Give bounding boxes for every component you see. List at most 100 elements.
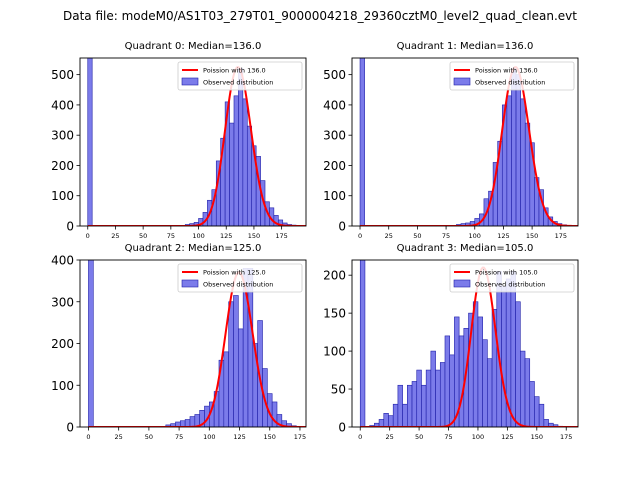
x-tick-label: 0 <box>358 232 362 240</box>
hist-bar <box>246 125 253 226</box>
poisson-curve <box>360 66 578 226</box>
hist-bar <box>233 95 239 226</box>
hist-bar <box>184 419 191 427</box>
x-tick-label: 150 <box>531 433 543 441</box>
y-tick-label: 300 <box>51 129 74 143</box>
y-tick-label: 100 <box>323 345 346 359</box>
hist-bar <box>529 381 535 427</box>
x-tick-label: 50 <box>139 232 147 240</box>
y-tick-label: 400 <box>323 98 346 112</box>
y-tick-label: 500 <box>51 68 74 82</box>
hist-bar <box>392 403 399 427</box>
hist-bar <box>411 381 418 427</box>
hist-bar <box>87 58 93 226</box>
hist-bar <box>238 328 244 427</box>
axes-frame <box>351 259 579 428</box>
hist-bar <box>378 419 385 427</box>
legend: Poission with 125.0 Observed distribution <box>177 263 303 293</box>
legend-line-label: Poission with 136.0 <box>475 67 538 75</box>
quadrant-0-chart: 0 25 50 75 100 125 150 175 0 100 200 300 400 500 Quadr… <box>51 41 307 240</box>
x-tick-label: 150 <box>526 232 538 240</box>
hist-bar <box>444 335 450 427</box>
x-tick-label: 50 <box>415 433 423 441</box>
x-tick-label: 125 <box>501 433 513 441</box>
quadrant-2-chart: 0 25 50 75 100 125 150 175 0 100 200 300 400 Quadrant… <box>51 243 307 441</box>
x-tick-label: 175 <box>560 433 572 441</box>
quadrant-title: Quadrant 0: Median=136.0 <box>125 41 262 52</box>
x-tick-label: 100 <box>469 232 481 240</box>
y-tick-label: 0 <box>66 220 74 234</box>
x-tick-label: 175 <box>275 232 287 240</box>
poisson-curve <box>88 271 306 427</box>
x-tick-label: 100 <box>472 433 484 441</box>
hist-bar <box>515 74 521 226</box>
y-tick-label: 400 <box>51 254 74 268</box>
quadrant-1-chart: 0 25 50 75 100 125 150 175 0 100 200 300 400 500 Quadr… <box>323 41 579 240</box>
x-tick-label: 25 <box>385 232 393 240</box>
y-tick-label: 200 <box>51 159 74 173</box>
x-tick-label: 150 <box>264 433 276 441</box>
hist-bar <box>510 271 516 427</box>
hist-bar <box>189 416 196 427</box>
legend-line-label: Poission with 105.0 <box>475 269 538 277</box>
y-tick-label: 300 <box>323 129 346 143</box>
quadrant-title: Quadrant 1: Median=136.0 <box>397 41 534 52</box>
x-tick-label: 125 <box>220 232 232 240</box>
x-tick-label: 175 <box>555 232 567 240</box>
hist-bar <box>383 413 389 427</box>
hist-bar <box>416 369 422 427</box>
hist-bar <box>359 260 366 427</box>
hist-bar <box>472 301 479 427</box>
quadrant-title: Quadrant 2: Median=125.0 <box>125 243 262 254</box>
hist-bar <box>223 351 229 427</box>
y-tick-label: 50 <box>331 383 346 397</box>
hist-bar <box>477 316 483 427</box>
legend-bar-swatch <box>181 77 199 86</box>
y-tick-label: 150 <box>323 307 346 321</box>
hist-bar <box>229 122 235 226</box>
x-tick-label: 75 <box>444 433 452 441</box>
legend-bar-swatch <box>453 279 471 288</box>
y-tick-label: 200 <box>323 159 346 173</box>
x-tick-label: 125 <box>497 232 509 240</box>
x-tick-label: 50 <box>413 232 421 240</box>
hist-bar <box>407 384 413 427</box>
hist-bar <box>435 369 441 427</box>
y-tick-label: 100 <box>51 189 74 203</box>
x-tick-label: 100 <box>203 433 215 441</box>
hist-bar <box>538 403 545 427</box>
x-tick-label: 0 <box>86 232 90 240</box>
hist-bar <box>388 415 394 427</box>
plot-area <box>359 58 578 226</box>
legend-line-label: Poission with 125.0 <box>203 269 266 277</box>
x-tick-label: 175 <box>294 433 306 441</box>
hist-bar <box>501 286 507 427</box>
legend-box <box>177 61 303 91</box>
hist-bar <box>543 419 549 427</box>
hist-bar <box>439 362 446 427</box>
hist-bar <box>487 358 493 427</box>
legend: Poission with 105.0 Observed distribution <box>449 263 575 293</box>
legend-bar-label: Observed distribution <box>475 281 545 289</box>
hist-bar <box>482 339 488 427</box>
legend-bar-label: Observed distribution <box>475 79 545 87</box>
hist-bar <box>402 403 408 427</box>
legend-bar-label: Observed distribution <box>203 281 273 289</box>
poisson-curve <box>87 66 306 226</box>
y-tick-label: 500 <box>323 68 346 82</box>
plot-area <box>87 58 306 226</box>
legend: Poission with 136.0 Observed distribution <box>449 61 575 91</box>
x-tick-label: 25 <box>386 433 394 441</box>
legend-box <box>449 61 575 91</box>
hist-bar <box>511 68 517 226</box>
legend-bar-label: Observed distribution <box>203 79 273 87</box>
quadrant-title: Quadrant 3: Median=105.0 <box>397 243 534 254</box>
axes-frame <box>351 57 579 227</box>
hist-bar <box>515 301 521 427</box>
y-tick-label: 100 <box>323 189 346 203</box>
quadrant-3-chart: 0 25 50 75 100 125 150 175 0 50 100 150 200 Quadrant … <box>323 243 579 441</box>
hist-bar <box>233 295 239 427</box>
y-tick-label: 100 <box>51 379 74 393</box>
x-tick-label: 0 <box>358 433 362 441</box>
y-tick-label: 200 <box>51 337 74 351</box>
